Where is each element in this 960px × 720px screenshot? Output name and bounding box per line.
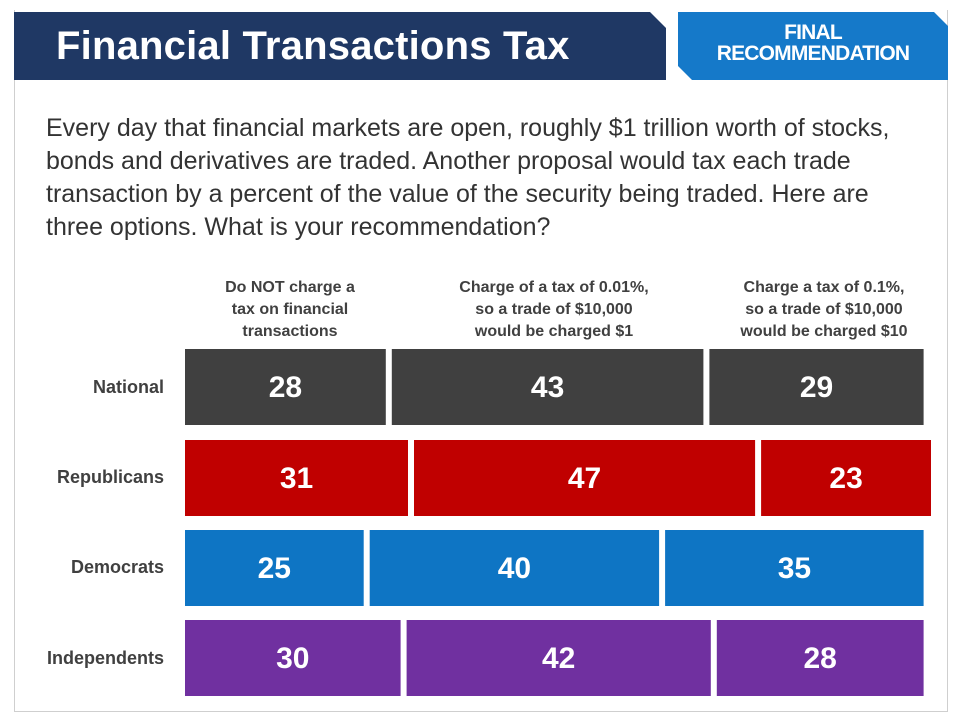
- bar-independents-tax-001: [406, 620, 711, 696]
- bar-label-national-tax-01: 29: [800, 371, 833, 404]
- column-header-line: so a trade of $10,000: [475, 301, 633, 318]
- row-label-democrats: Democrats: [70, 557, 164, 577]
- column-header-tax-001: Charge of a tax of 0.01%, so a trade of …: [459, 277, 648, 343]
- bar-label-democrats-tax-001: 40: [498, 552, 531, 585]
- column-header-line: Do NOT charge a: [225, 279, 355, 296]
- bar-label-republicans-tax-01: 23: [829, 462, 862, 495]
- badge-line-2: RECOMMENDATION: [716, 42, 910, 65]
- bar-label-national-tax-001: 43: [531, 371, 564, 404]
- bar-label-democrats-tax-01: 35: [778, 552, 811, 585]
- bar-label-national-no-tax: 28: [269, 371, 302, 404]
- bar-national-tax-001: [391, 349, 704, 425]
- column-header-line: tax on financial: [231, 301, 349, 318]
- bar-label-independents-tax-001: 42: [542, 642, 575, 675]
- bar-label-republicans-no-tax: 31: [280, 462, 313, 495]
- title-bar: [14, 12, 666, 80]
- slide-frame: [14, 10, 948, 712]
- bar-independents-no-tax: [185, 620, 401, 696]
- recommendation-badge: [678, 12, 948, 80]
- bar-label-democrats-no-tax: 25: [258, 552, 291, 585]
- column-header-line: Charge a tax of 0.1%,: [743, 279, 905, 296]
- badge-line-1: FINAL: [784, 21, 843, 44]
- bar-label-independents-tax-01: 28: [804, 642, 837, 675]
- column-header-tax-01: Charge a tax of 0.1%, so a trade of $10,…: [740, 277, 907, 343]
- bar-republicans-tax-001: [414, 440, 756, 516]
- badge-label: FINAL RECOMMENDATION: [678, 22, 948, 64]
- row-label-national: National: [92, 377, 164, 397]
- row-label-independents: Independents: [46, 648, 164, 668]
- bar-republicans-tax-01: [761, 440, 931, 516]
- intro-paragraph: Every day that financial markets are ope…: [46, 114, 890, 241]
- column-header-line: would be charged $10: [740, 323, 908, 340]
- column-header-no-tax: Do NOT charge a tax on financial transac…: [225, 277, 355, 343]
- column-header-line: would be charged $1: [474, 323, 634, 340]
- row-label-republicans: Republicans: [56, 467, 164, 487]
- bar-label-republicans-tax-001: 47: [568, 462, 601, 495]
- bar-national-no-tax: [185, 349, 386, 425]
- column-header-line: Charge of a tax of 0.01%,: [459, 279, 649, 296]
- page-title: Financial Transactions Tax: [56, 24, 570, 68]
- bar-label-independents-no-tax: 30: [276, 642, 309, 675]
- bar-democrats-no-tax: [185, 530, 364, 606]
- column-header-line: transactions: [242, 323, 338, 340]
- bar-democrats-tax-001: [369, 530, 660, 606]
- column-header-line: so a trade of $10,000: [745, 301, 903, 318]
- bar-democrats-tax-01: [665, 530, 924, 606]
- bar-national-tax-01: [709, 349, 924, 425]
- bar-republicans-no-tax: [185, 440, 408, 516]
- bar-independents-tax-01: [716, 620, 924, 696]
